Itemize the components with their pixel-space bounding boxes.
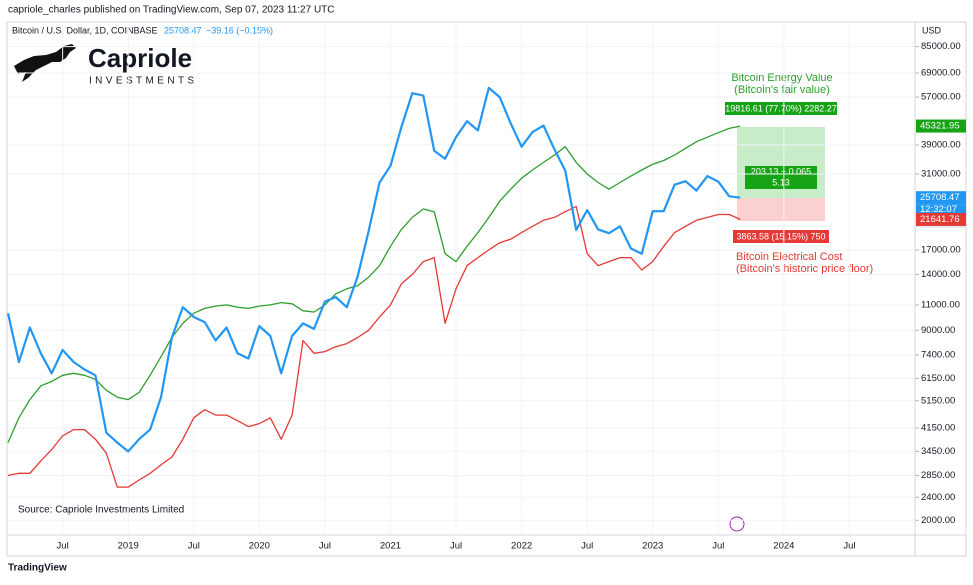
x-tick-label: 2021 [380,541,401,552]
y-tick-label: 57000.00 [921,92,961,103]
price-tag-box [916,212,966,226]
countdown-box [916,204,966,216]
frame [6,21,967,557]
y-tick-label: 6150.00 [921,373,955,384]
event-icon [729,516,745,532]
cost-sub: (Bitcoin's historic price floor) [736,263,873,275]
x-tick-label: Jul [319,541,331,552]
measure-mid2: 5.13 [772,177,790,187]
x-tick-label: Jul [843,541,855,552]
y-tick-label: 3450.00 [921,446,955,457]
y-tick-label: 2850.00 [921,470,955,481]
y-tick-label: 2400.00 [921,492,955,503]
y-tick-label: 9000.00 [921,325,955,336]
price-tag: 21641.76 [920,214,960,225]
measure-top: 19816.61 (77.70%) 2282.27 [725,103,837,113]
x-tick-label: 2020 [249,541,270,552]
price-tag: 25708.47 [920,192,960,203]
source: Source: Capriole Investments Limited [18,505,184,516]
x-tick-label: Jul [188,541,200,552]
x-tick-label: 2024 [773,541,794,552]
y-tick-label: 39000.00 [921,140,961,151]
change: −39.16 (−0.15%) [206,25,273,35]
y-tick-label: 5150.00 [921,395,955,406]
x-tick-label: Jul [450,541,462,552]
price-tag-box [916,119,966,133]
y-tick-label: 7400.00 [921,350,955,361]
x-tick-label: Jul [57,541,69,552]
price-tag-box [916,191,966,205]
logo-sub: INVESTMENTS [89,76,198,87]
price-tag: 45321.95 [920,121,960,132]
y-tick-label: 31000.00 [921,169,961,180]
y-tick-label: 85000.00 [921,41,961,52]
series-line [7,125,741,443]
footer: TradingView [8,563,67,574]
y-tick-label: 17000.00 [921,244,961,255]
y-tick-label: 4150.00 [921,423,955,434]
x-tick-label: 2022 [511,541,532,552]
x-tick-label: 2019 [118,541,139,552]
measure-top-box [725,102,837,115]
measure-mid-box [745,166,817,189]
measure-bottom-box [733,230,829,243]
currency: USD [922,25,942,35]
x-tick-label: Jul [581,541,593,552]
countdown: 12:32:07 [920,204,957,215]
y-tick-label: 2000.00 [921,515,955,526]
x-tick-label: 2023 [642,541,663,552]
energy-sub: (Bitcoin's fair value) [734,84,830,96]
logo-name: Capriole [88,43,192,73]
plot [6,22,915,535]
published-line: capriole_charles published on TradingVie… [8,5,335,16]
series-line [7,205,741,488]
measure-mid: 203.13 − 0.065 [751,166,811,176]
y-tick-label: 14000.00 [921,269,961,280]
cost-title: Bitcoin Electrical Cost [736,251,842,263]
y-tick-label: 11000.00 [921,299,960,310]
energy-title: Bitcoin Energy Value [731,72,832,84]
symbol: Bitcoin / U.S. Dollar, 1D, COINBASE [12,25,158,35]
last-price: 25708.47 [164,25,202,35]
measure-loss [737,198,825,221]
series-line [6,86,741,453]
x-tick-label: Jul [712,541,724,552]
y-tick-label: 69000.00 [921,67,961,78]
measure-bottom: 3863.58 (15.15%) 750 [736,231,825,241]
